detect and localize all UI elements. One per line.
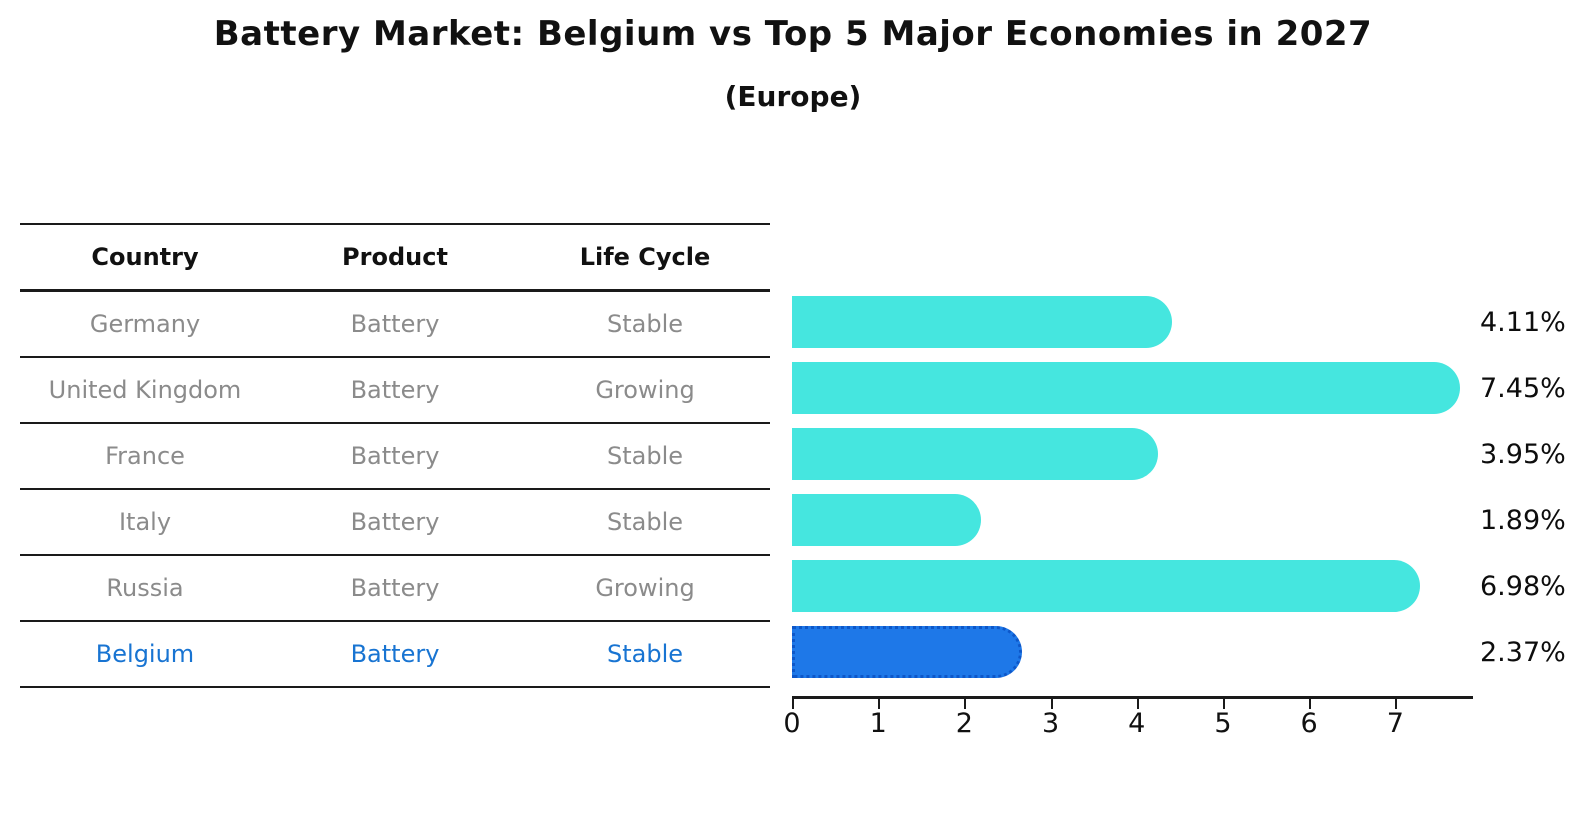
cell-life-cycle: Stable — [606, 310, 684, 338]
cell-life-cycle: Stable — [606, 508, 684, 536]
table-row-russia: Russia Battery Growing — [20, 556, 770, 622]
table-row-united-kingdom: United Kingdom Battery Growing — [20, 358, 770, 424]
bar-russia — [792, 560, 1420, 612]
value-label-germany: 4.11% — [1480, 306, 1566, 338]
x-tick-label-5: 5 — [1214, 708, 1232, 739]
value-label-united-kingdom: 7.45% — [1480, 372, 1566, 404]
bar-plot-area — [792, 289, 1472, 685]
table-row-italy: Italy Battery Stable — [20, 490, 770, 556]
x-tick-mark-3 — [1050, 699, 1053, 709]
header-product: Product — [342, 243, 448, 271]
chart-subtitle: (Europe) — [724, 80, 862, 113]
x-tick-label-6: 6 — [1300, 708, 1318, 739]
cell-life-cycle: Growing — [595, 376, 695, 404]
x-tick-mark-2 — [964, 699, 967, 709]
cell-country: France — [105, 442, 185, 470]
table-body: Germany Battery Stable United Kingdom Batter… — [20, 292, 770, 688]
x-tick-mark-6 — [1309, 699, 1312, 709]
x-tick-mark-4 — [1136, 699, 1139, 709]
x-tick-mark-7 — [1395, 699, 1398, 709]
header-life-cycle: Life Cycle — [579, 243, 711, 271]
x-tick-label-7: 7 — [1386, 708, 1404, 739]
x-tick-label-0: 0 — [783, 708, 801, 739]
cell-life-cycle: Stable — [606, 640, 684, 668]
bar-belgium — [792, 626, 1023, 678]
chart-title: Battery Market: Belgium vs Top 5 Major E… — [213, 14, 1373, 54]
header-country: Country — [91, 243, 199, 271]
cell-country: United Kingdom — [48, 376, 242, 404]
bar-france — [792, 428, 1159, 480]
cell-country: Italy — [118, 508, 172, 536]
cell-country: Germany — [89, 310, 201, 338]
x-tick-mark-0 — [792, 699, 794, 709]
value-label-france: 3.95% — [1480, 438, 1566, 470]
cell-life-cycle: Stable — [606, 442, 684, 470]
table-row-france: France Battery Stable — [20, 424, 770, 490]
cell-life-cycle: Growing — [595, 574, 695, 602]
cell-product: Battery — [350, 640, 440, 668]
table-header-row: Country Product Life Cycle — [20, 225, 770, 292]
bar-italy — [792, 494, 981, 546]
cell-product: Battery — [350, 442, 440, 470]
x-tick-label-2: 2 — [955, 708, 973, 739]
x-tick-mark-1 — [878, 699, 881, 709]
cell-product: Battery — [350, 574, 440, 602]
x-tick-mark-5 — [1222, 699, 1225, 709]
value-label-belgium: 2.37% — [1480, 636, 1566, 668]
cell-product: Battery — [350, 376, 440, 404]
value-label-italy: 1.89% — [1480, 504, 1566, 536]
bar-united-kingdom — [792, 362, 1461, 414]
country-table: Country Product Life Cycle Germany Batter… — [20, 223, 770, 688]
table-row-germany: Germany Battery Stable — [20, 292, 770, 358]
cell-country: Belgium — [95, 640, 195, 668]
x-axis-line — [792, 696, 1473, 699]
cell-country: Russia — [106, 574, 184, 602]
x-tick-label-4: 4 — [1128, 708, 1146, 739]
bar-germany — [792, 296, 1173, 348]
cell-product: Battery — [350, 310, 440, 338]
x-tick-label-1: 1 — [869, 708, 887, 739]
x-tick-label-3: 3 — [1041, 708, 1060, 739]
cell-product: Battery — [350, 508, 440, 536]
table-row-belgium: Belgium Battery Stable — [20, 622, 770, 688]
value-label-russia: 6.98% — [1480, 570, 1566, 602]
